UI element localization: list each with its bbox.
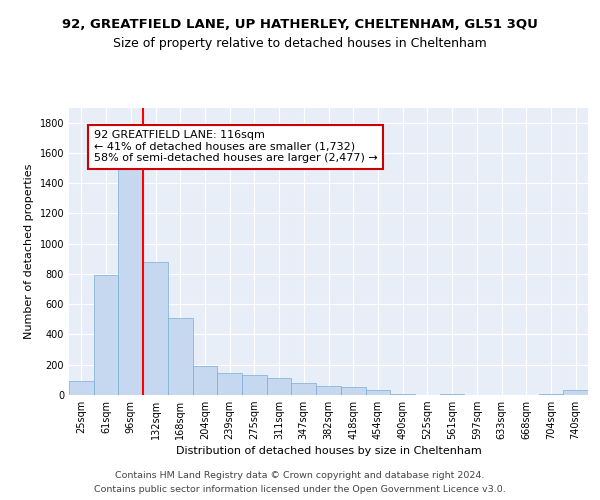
Bar [365, 390, 390, 395]
Bar [292, 383, 316, 395]
Bar [217, 373, 242, 395]
Bar [143, 262, 168, 395]
Bar [69, 380, 94, 395]
Text: 92 GREATFIELD LANE: 116sqm
← 41% of detached houses are smaller (1,732)
58% of s: 92 GREATFIELD LANE: 116sqm ← 41% of deta… [94, 130, 377, 164]
Bar [267, 378, 292, 395]
Bar [94, 276, 118, 395]
Text: 92, GREATFIELD LANE, UP HATHERLEY, CHELTENHAM, GL51 3QU: 92, GREATFIELD LANE, UP HATHERLEY, CHELT… [62, 18, 538, 30]
Text: Contains HM Land Registry data © Crown copyright and database right 2024.: Contains HM Land Registry data © Crown c… [115, 472, 485, 480]
Bar [118, 141, 143, 395]
Bar [316, 386, 341, 395]
Bar [539, 394, 563, 395]
Bar [390, 394, 415, 395]
X-axis label: Distribution of detached houses by size in Cheltenham: Distribution of detached houses by size … [176, 446, 481, 456]
Bar [341, 386, 365, 395]
Bar [563, 390, 588, 395]
Bar [242, 376, 267, 395]
Bar [168, 318, 193, 395]
Y-axis label: Number of detached properties: Number of detached properties [24, 164, 34, 339]
Bar [193, 366, 217, 395]
Text: Size of property relative to detached houses in Cheltenham: Size of property relative to detached ho… [113, 38, 487, 51]
Text: Contains public sector information licensed under the Open Government Licence v3: Contains public sector information licen… [94, 484, 506, 494]
Bar [440, 394, 464, 395]
